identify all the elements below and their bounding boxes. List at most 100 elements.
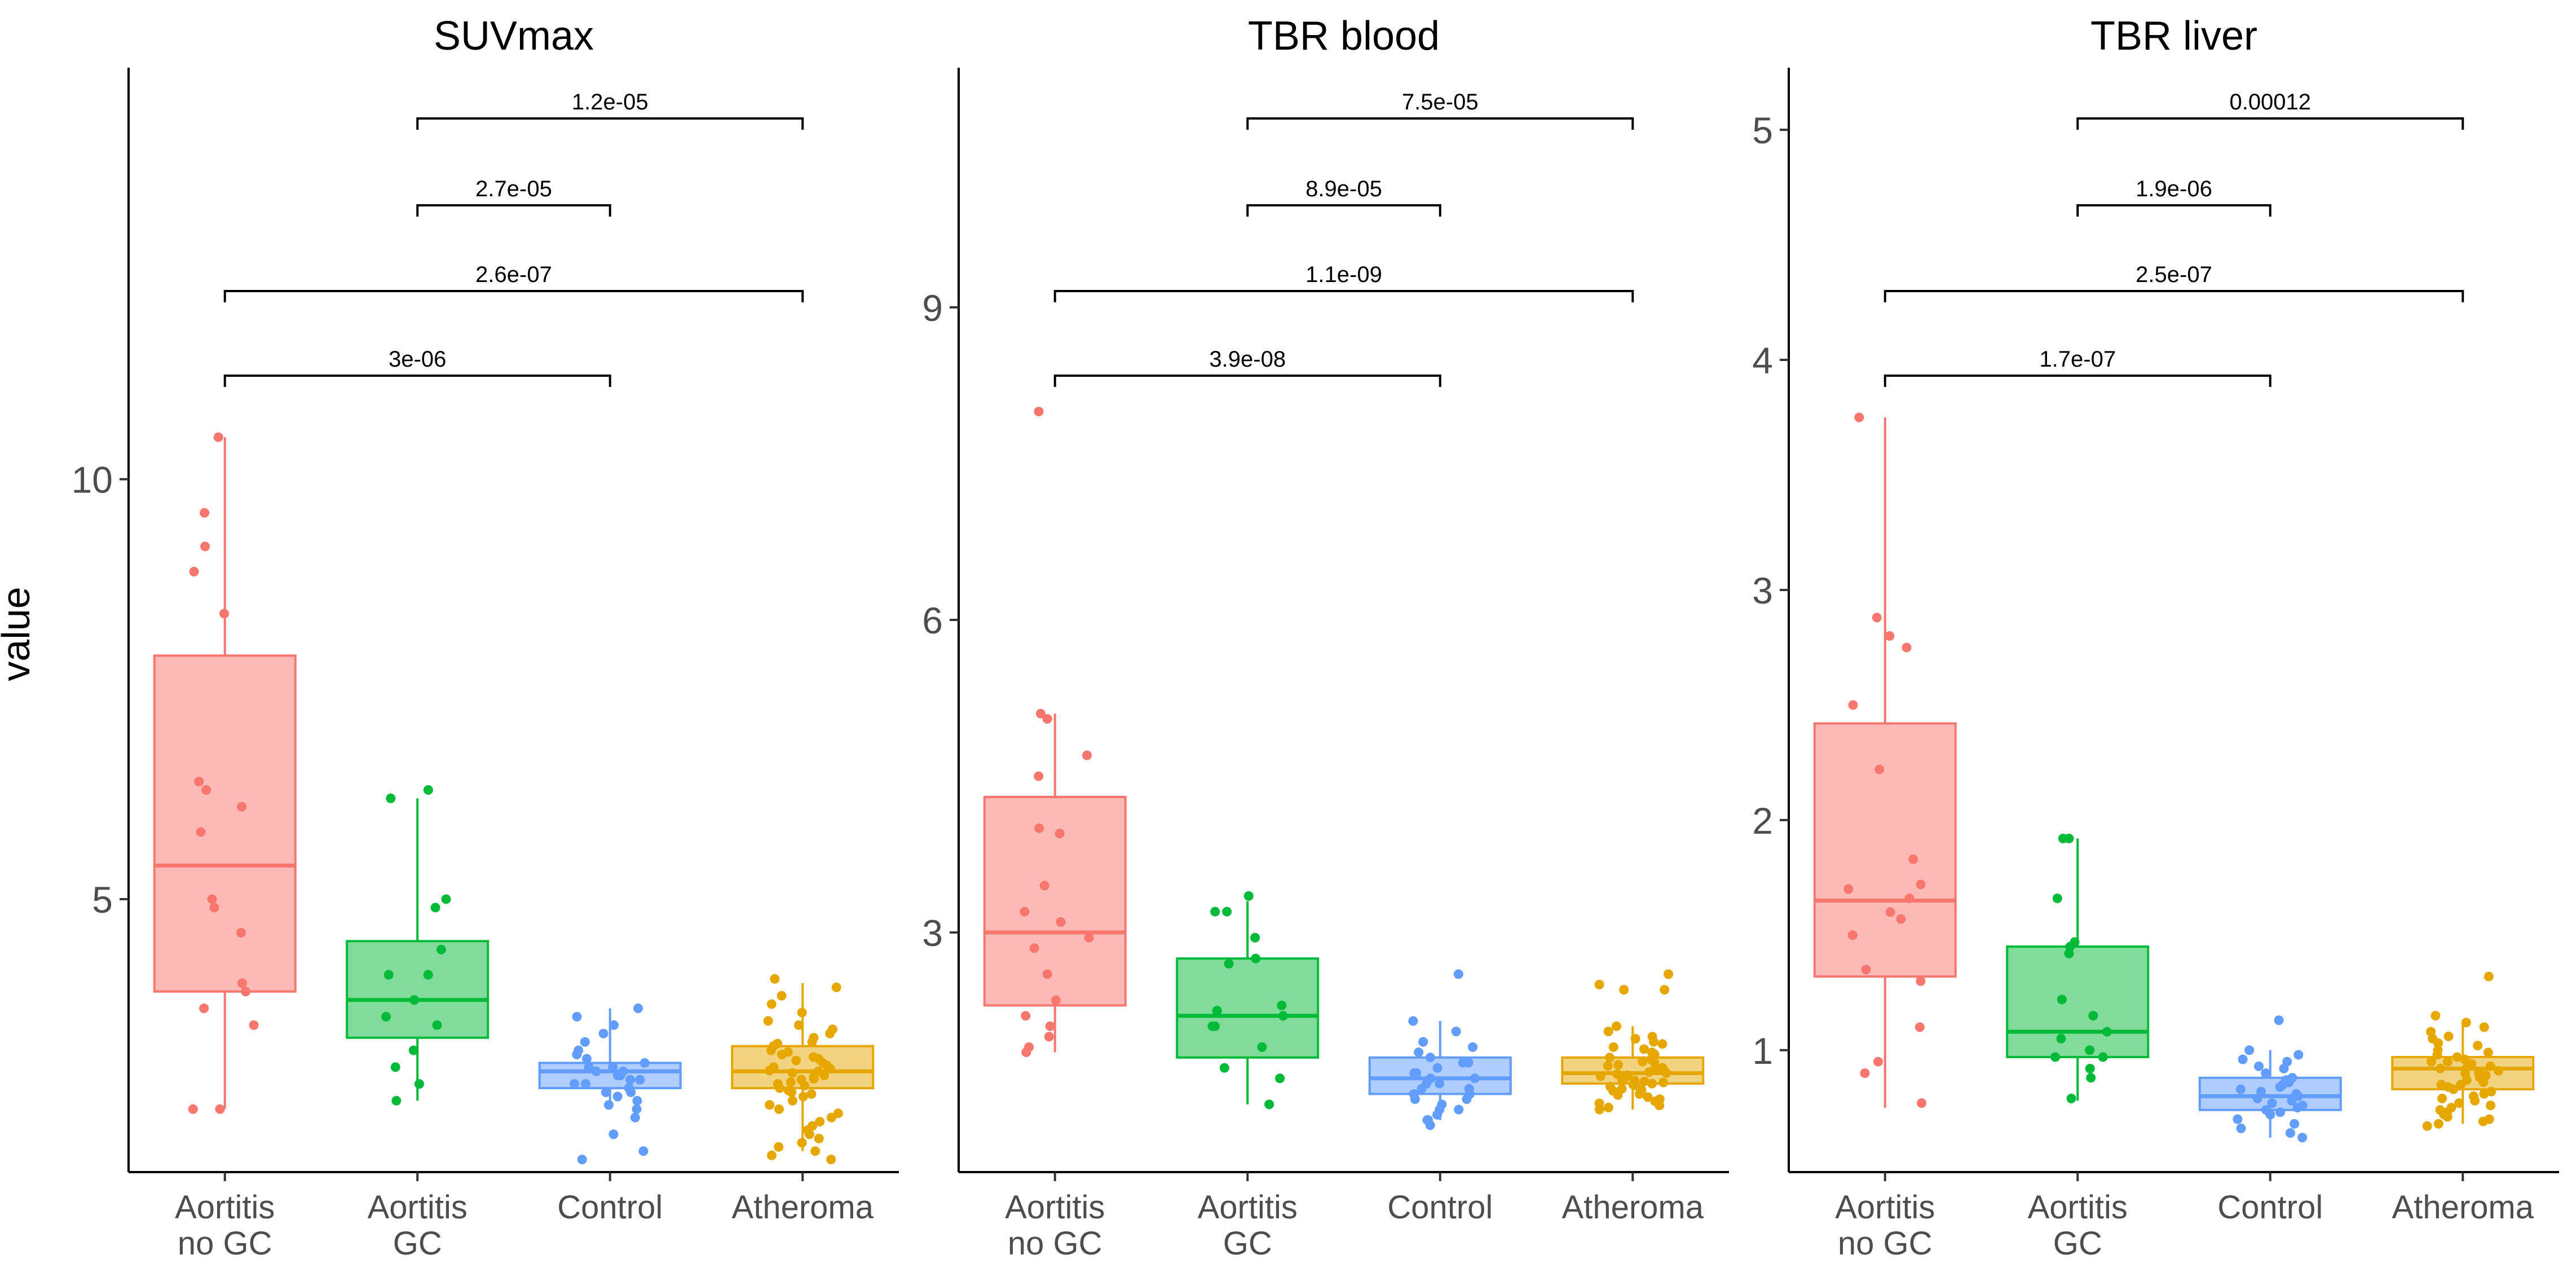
data-point (1619, 985, 1629, 995)
y-tick-label: 9 (922, 287, 943, 329)
data-point (1848, 700, 1858, 710)
data-point (800, 1081, 810, 1091)
data-point (2461, 1018, 2471, 1028)
data-point (1847, 930, 1858, 940)
data-point (2244, 1045, 2255, 1055)
data-point (1885, 907, 1895, 917)
data-point (770, 974, 780, 984)
data-point (1451, 1027, 1461, 1037)
data-point (570, 1079, 580, 1089)
data-point (2486, 1086, 2496, 1097)
chart-title: TBR blood (1248, 14, 1440, 59)
data-point (215, 1104, 225, 1114)
data-point (414, 1079, 424, 1089)
box-iqr (1176, 957, 1320, 1059)
x-tick-label: Aortitis (1198, 1189, 1298, 1226)
data-point (2454, 1098, 2464, 1108)
data-point (765, 1066, 775, 1076)
chart-title: TBR liver (2090, 14, 2257, 59)
data-point (1051, 995, 1061, 1005)
data-point (2456, 1080, 2466, 1090)
y-tick-label: 4 (1752, 340, 1773, 381)
data-point (1649, 1037, 1659, 1047)
data-point (200, 508, 210, 518)
data-point (1917, 1098, 1927, 1108)
data-point (1916, 976, 1926, 986)
data-point (815, 1117, 825, 1127)
data-point (1453, 969, 1463, 979)
data-point (1045, 1021, 1055, 1031)
data-point (1414, 1047, 1424, 1058)
data-point (1611, 1021, 1621, 1031)
data-point (580, 1037, 590, 1047)
data-point (639, 1058, 650, 1068)
data-point (1915, 1022, 1925, 1032)
data-point (1647, 1078, 1657, 1089)
data-point (819, 1071, 830, 1081)
p-value-label: 2.5e-07 (2136, 262, 2212, 287)
x-tick-label: no GC (1008, 1225, 1102, 1262)
x-tick-label: no GC (178, 1225, 272, 1262)
data-point (797, 1007, 807, 1018)
data-point (408, 1045, 418, 1055)
y-tick-label: 3 (922, 912, 943, 954)
data-point (1034, 771, 1044, 781)
data-point (1219, 1063, 1229, 1073)
data-point (1021, 1047, 1031, 1058)
data-point (219, 609, 230, 619)
significance-bracket (223, 290, 804, 302)
data-point (1432, 1063, 1443, 1073)
data-point (2449, 1084, 2459, 1094)
data-point (2056, 1033, 2066, 1044)
data-point (1904, 893, 1915, 904)
data-point (2452, 1052, 2462, 1062)
data-point (791, 1055, 801, 1066)
y-tick-label: 5 (1752, 109, 1773, 151)
data-point (582, 1054, 592, 1064)
data-point (1264, 1099, 1274, 1110)
data-point (1243, 891, 1254, 901)
data-point (2254, 1061, 2264, 1071)
significance-bracket (416, 117, 804, 130)
data-point (2478, 1077, 2489, 1088)
data-point (2050, 1052, 2061, 1062)
data-point (1603, 1061, 1613, 1071)
data-point (2290, 1119, 2300, 1129)
data-point (810, 1146, 821, 1156)
data-point (1257, 1042, 1267, 1052)
data-point (814, 1133, 824, 1143)
box-iqr (2198, 1076, 2342, 1111)
data-point (591, 1066, 601, 1076)
data-point (236, 928, 246, 938)
p-value-label: 3.9e-08 (1209, 347, 1286, 372)
x-tick-label: Control (2217, 1189, 2323, 1226)
data-point (2422, 1121, 2432, 1131)
x-tick-label: Atheroma (732, 1189, 874, 1226)
data-point (612, 1071, 623, 1081)
data-point (572, 1012, 582, 1022)
data-point (249, 1020, 259, 1030)
data-point (598, 1028, 608, 1038)
data-point (237, 802, 247, 812)
data-point (1224, 959, 1234, 969)
data-point (794, 1020, 804, 1030)
data-point (189, 566, 199, 576)
data-point (635, 1075, 645, 1085)
significance-bracket (416, 204, 611, 217)
data-point (2479, 1022, 2489, 1032)
data-point (1039, 880, 1049, 891)
y-tick-label: 3 (1752, 570, 1773, 611)
data-point (1613, 1060, 1624, 1070)
data-point (1603, 1027, 1613, 1037)
data-point (1251, 953, 1261, 963)
data-point (2275, 1082, 2285, 1092)
data-point (1084, 932, 1094, 943)
x-tick-label: Aortitis (2028, 1189, 2128, 1226)
data-point (581, 1079, 591, 1089)
x-tick-label: Control (557, 1189, 663, 1226)
data-point (2293, 1050, 2304, 1060)
data-point (2275, 1107, 2286, 1117)
box-iqr (153, 654, 297, 993)
